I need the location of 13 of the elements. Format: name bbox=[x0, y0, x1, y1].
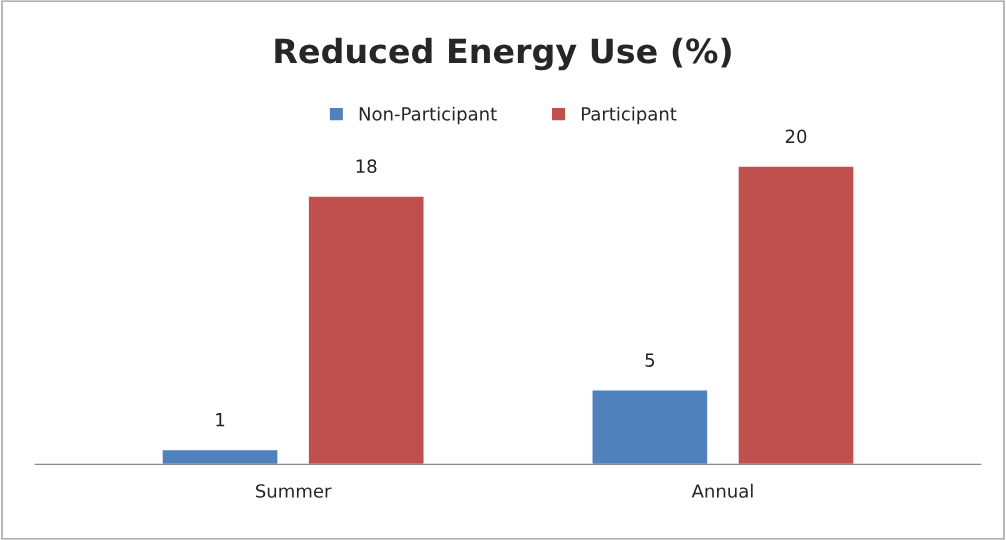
legend-label: Participant bbox=[582, 106, 677, 125]
bar bbox=[161, 448, 279, 465]
x-tick-label: Summer bbox=[256, 484, 332, 498]
bar bbox=[591, 389, 709, 465]
data-label: 1 bbox=[216, 413, 225, 427]
bar bbox=[307, 195, 425, 465]
bar bbox=[737, 165, 855, 465]
chart-title: Reduced Energy Use (%) bbox=[275, 37, 731, 71]
data-label: 20 bbox=[785, 129, 807, 144]
x-tick-label: Annual bbox=[691, 483, 753, 498]
data-label: 5 bbox=[645, 353, 655, 367]
data-label: 18 bbox=[356, 159, 377, 173]
legend-label: Non-Participant bbox=[359, 106, 497, 125]
